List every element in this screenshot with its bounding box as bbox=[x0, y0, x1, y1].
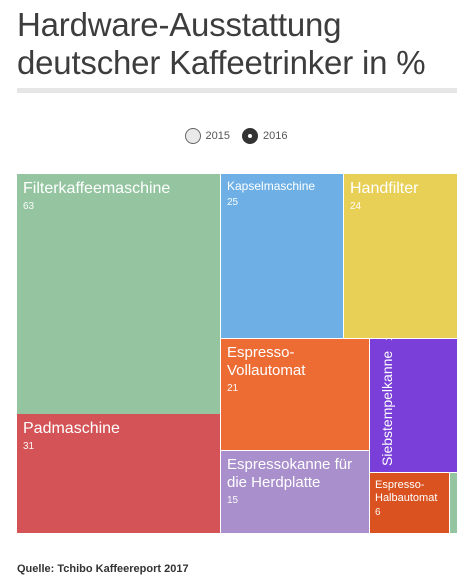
tile-value: 63 bbox=[23, 201, 35, 212]
treemap-tile[interactable]: Filterkaffeemaschine 63 bbox=[17, 174, 220, 414]
tile-label: Handfilter bbox=[350, 180, 419, 197]
year-legend: 2015 2016 bbox=[0, 128, 472, 144]
treemap-tile[interactable]: Espresso-Vollautomat 21 bbox=[221, 339, 369, 450]
tile-value: 15 bbox=[227, 495, 239, 506]
radio-2015-icon[interactable] bbox=[184, 128, 201, 144]
tile-label: Padmaschine bbox=[23, 420, 120, 437]
tile-value: 31 bbox=[23, 441, 35, 452]
tile-label: Kapselmaschine bbox=[227, 179, 316, 193]
legend-label-2016: 2016 bbox=[263, 130, 288, 142]
treemap-tile[interactable]: Espressokanne für die Herdplatte 15 bbox=[221, 451, 369, 533]
title-divider bbox=[17, 88, 457, 93]
treemap-tile[interactable]: Padmaschine 31 bbox=[17, 414, 220, 533]
tile-label: Filterkaffeemaschine bbox=[23, 180, 171, 197]
treemap-tile[interactable]: Siebstempelkanne 15 bbox=[370, 339, 457, 472]
tile-value: 15 bbox=[384, 339, 395, 341]
treemap-tile[interactable]: Kapselmaschine 25 bbox=[221, 174, 343, 338]
legend-label-2015: 2015 bbox=[205, 130, 230, 142]
treemap-tile[interactable]: Espresso-Halbautomat 6 bbox=[370, 473, 449, 533]
tile-value: 24 bbox=[350, 201, 362, 212]
tile-label: Siebstempelkanne bbox=[379, 350, 395, 466]
tile-label: Espresso-Halbautomat bbox=[375, 479, 438, 504]
chart-title: Hardware-Ausstattung deutscher Kaffeetri… bbox=[17, 6, 426, 81]
source-note: Quelle: Tchibo Kaffeereport 2017 bbox=[17, 563, 189, 575]
radio-2016-icon[interactable] bbox=[242, 128, 258, 144]
treemap-tile[interactable] bbox=[450, 473, 457, 533]
legend-item-2015[interactable]: 2015 bbox=[184, 128, 230, 144]
treemap-tile[interactable]: Handfilter 24 bbox=[344, 174, 457, 338]
tile-value: 25 bbox=[227, 197, 239, 208]
tile-label: Espresso-Vollautomat bbox=[227, 344, 306, 379]
tile-value: 6 bbox=[375, 507, 381, 518]
legend-item-2016[interactable]: 2016 bbox=[242, 128, 287, 144]
tile-value: 21 bbox=[227, 383, 239, 394]
tile-label: Espressokanne für die Herdplatte bbox=[227, 456, 353, 491]
